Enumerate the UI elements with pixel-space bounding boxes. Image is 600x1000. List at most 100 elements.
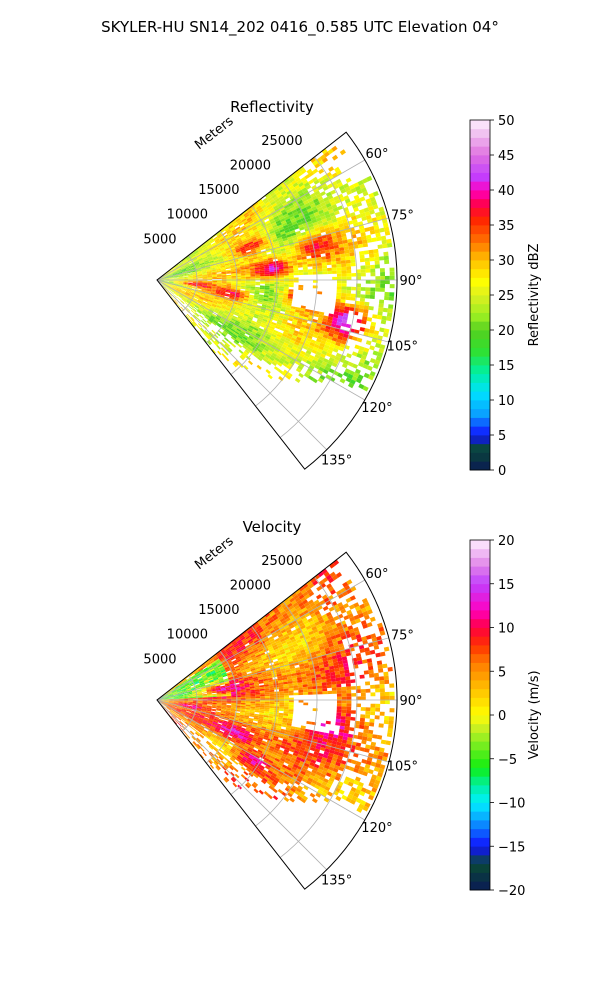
radar-gate: [208, 677, 213, 681]
radar-gate: [291, 334, 298, 340]
radar-gate: [178, 695, 183, 697]
radar-gate: [243, 258, 249, 262]
radar-gate: [320, 635, 327, 641]
radar-gate: [278, 288, 284, 292]
radar-gate: [278, 215, 285, 220]
radar-gate: [168, 283, 174, 286]
radar-gate: [218, 678, 224, 682]
radar-gate: [236, 304, 242, 308]
radar-gate: [215, 339, 220, 344]
radar-gate: [383, 226, 390, 232]
radar-gate: [201, 688, 207, 691]
radar-gate: [240, 285, 246, 288]
radar-gate: [289, 277, 294, 280]
radar-gate: [202, 273, 207, 275]
radar-gate: [258, 327, 264, 332]
radar-gate: [244, 323, 250, 327]
radar-gate: [241, 218, 247, 223]
radar-gate: [264, 345, 271, 350]
radar-gate: [359, 250, 365, 256]
radar-gate: [305, 215, 311, 220]
radar-gate: [336, 690, 342, 694]
radar-gate: [272, 644, 278, 649]
radar-gate: [352, 336, 358, 341]
radar-gate: [273, 196, 279, 201]
radar-gate: [338, 663, 344, 668]
radar-gate: [297, 679, 303, 683]
radar-gate: [267, 301, 273, 305]
radar-gate: [192, 697, 198, 699]
radar-gate: [226, 286, 232, 288]
radar-gate: [329, 248, 335, 253]
radar-gate: [220, 264, 226, 267]
radar-gate: [240, 282, 246, 285]
radar-gate: [163, 694, 168, 697]
colorbar-tick-label: 25: [498, 289, 515, 304]
radar-gate: [331, 681, 337, 685]
radar-gate: [219, 247, 225, 251]
radar-gate: [202, 318, 207, 323]
radar-gate: [335, 257, 341, 262]
radar-gate: [317, 196, 324, 202]
radar-gate: [315, 634, 321, 639]
radar-gate: [171, 269, 177, 273]
radar-gate: [212, 663, 217, 667]
radar-gate: [293, 265, 299, 269]
radar-gate: [341, 319, 348, 324]
radar-gate: [197, 277, 203, 279]
radar-gate: [279, 348, 285, 354]
radar-gate: [187, 693, 193, 696]
radar-gate: [291, 675, 297, 679]
radar-gate: [274, 311, 280, 316]
radar-gate: [261, 304, 267, 308]
radar-gate: [328, 642, 334, 648]
radar-gate: [336, 590, 342, 596]
radar-gate: [264, 688, 270, 691]
radar-gate: [172, 285, 178, 288]
radar-gate: [220, 318, 225, 322]
radar-gate: [350, 296, 356, 301]
radar-gate: [274, 325, 281, 330]
radar-gate: [173, 275, 179, 277]
radar-gate: [240, 270, 246, 273]
radar-gate: [185, 264, 190, 267]
radar-gate: [270, 354, 276, 360]
radar-gate: [193, 297, 198, 301]
radar-gate: [282, 362, 288, 368]
radar-gate: [346, 700, 352, 704]
radar-gate: [260, 694, 265, 697]
radar-gate: [201, 271, 207, 273]
radar-gate: [270, 346, 276, 351]
radar-gate: [285, 246, 291, 251]
radar-gate: [341, 273, 347, 277]
radar-gate: [324, 666, 330, 671]
radar-gate: [168, 273, 173, 276]
radar-gate: [363, 309, 369, 314]
radar-gate: [217, 234, 223, 239]
radar-gate: [168, 274, 173, 277]
radar-gate: [230, 689, 236, 691]
radar-gate: [274, 228, 280, 233]
radar-gate: [191, 270, 197, 272]
radar-gate: [192, 274, 198, 276]
radar-gate: [231, 285, 236, 287]
radar-gate: [272, 633, 278, 638]
radar-gate: [342, 659, 348, 664]
radar-gate: [324, 328, 330, 333]
radar-gate: [262, 206, 268, 211]
radar-gate: [277, 186, 284, 192]
radar-gate: [287, 631, 293, 636]
radar-gate: [360, 269, 366, 273]
radar-gate: [315, 671, 321, 675]
radar-gate: [273, 366, 280, 371]
radar-gate: [198, 308, 203, 312]
radar-gate: [203, 679, 209, 682]
radar-gate: [263, 216, 269, 221]
radar-gate: [274, 217, 280, 223]
radar-gate: [270, 620, 276, 626]
radar-gate: [219, 679, 224, 683]
radar-gate: [305, 340, 311, 345]
radar-gate: [238, 678, 244, 682]
radar-gate: [309, 329, 315, 334]
radar-gate: [376, 660, 383, 666]
